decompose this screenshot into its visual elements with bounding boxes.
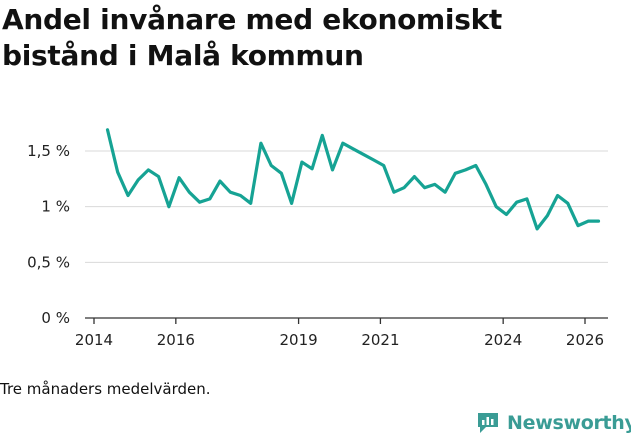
data-point (597, 219, 600, 223)
data-point (218, 179, 222, 183)
x-tick-label: 2024 (484, 331, 522, 349)
data-point (321, 134, 324, 137)
data-point (546, 214, 549, 217)
data-point (454, 172, 457, 175)
data-point (249, 202, 252, 205)
data-point (310, 167, 314, 170)
data-point (392, 191, 396, 194)
newsworthy-logo-icon (478, 413, 498, 433)
data-point (270, 164, 273, 167)
data-point (116, 171, 119, 174)
data-point (587, 219, 590, 223)
series-layer (105, 128, 601, 231)
data-point (331, 168, 334, 172)
data-point (351, 147, 355, 150)
data-point (137, 178, 140, 182)
x-tick-label: 2026 (566, 331, 604, 349)
x-tick-label: 2014 (75, 331, 113, 349)
data-point (484, 183, 488, 186)
gridlines (85, 150, 608, 319)
y-tick-label: 0 % (41, 309, 70, 327)
x-axis: 2014 2016 2019 2021 2024 2026 (75, 318, 604, 349)
data-point (167, 205, 171, 208)
data-point (290, 202, 293, 205)
series-line (105, 128, 601, 231)
data-point (341, 142, 344, 145)
data-point (566, 202, 569, 205)
data-point (535, 227, 539, 231)
data-point (576, 224, 580, 227)
data-point (362, 153, 365, 156)
data-point (433, 183, 436, 186)
data-point (177, 176, 181, 179)
y-tick-label: 0,5 % (27, 253, 70, 271)
data-point (495, 205, 498, 208)
chart-note: Tre månaders medelvärden. (0, 380, 211, 398)
data-point (259, 142, 263, 145)
line-chart: 0 % 0,5 % 1 % 1,5 % 2014 2016 2019 2021 2024 202… (27, 128, 608, 349)
chart-title: Andel invånare med ekonomiskt bistånd i … (2, 3, 503, 72)
data-point (556, 194, 559, 197)
data-point (413, 175, 416, 178)
data-point (198, 201, 201, 204)
data-point (382, 164, 385, 167)
data-point (157, 175, 160, 178)
data-point (208, 197, 211, 201)
data-point (239, 194, 242, 197)
newsworthy-brand[interactable]: Newsworthy (476, 409, 631, 437)
data-point (229, 191, 232, 194)
y-tick-label: 1,5 % (27, 142, 70, 160)
data-point (188, 191, 191, 194)
data-point (280, 172, 283, 175)
y-axis-tick-labels: 0 % 0,5 % 1 % 1,5 % (27, 142, 70, 327)
data-point (300, 160, 304, 164)
data-point (126, 194, 130, 197)
x-tick-label: 2016 (157, 331, 195, 349)
data-point (106, 128, 109, 131)
data-point (464, 168, 467, 172)
data-point (525, 197, 529, 201)
data-point (505, 213, 508, 216)
data-point (147, 168, 150, 172)
data-point (402, 186, 406, 189)
brand-name: Newsworthy (507, 412, 631, 434)
y-tick-label: 1 % (41, 198, 70, 216)
x-tick-label: 2019 (279, 331, 317, 349)
data-point (515, 201, 518, 204)
data-point (423, 186, 426, 189)
data-point (372, 158, 375, 162)
data-point (443, 191, 447, 194)
x-tick-label: 2021 (361, 331, 399, 349)
data-point (474, 164, 477, 167)
